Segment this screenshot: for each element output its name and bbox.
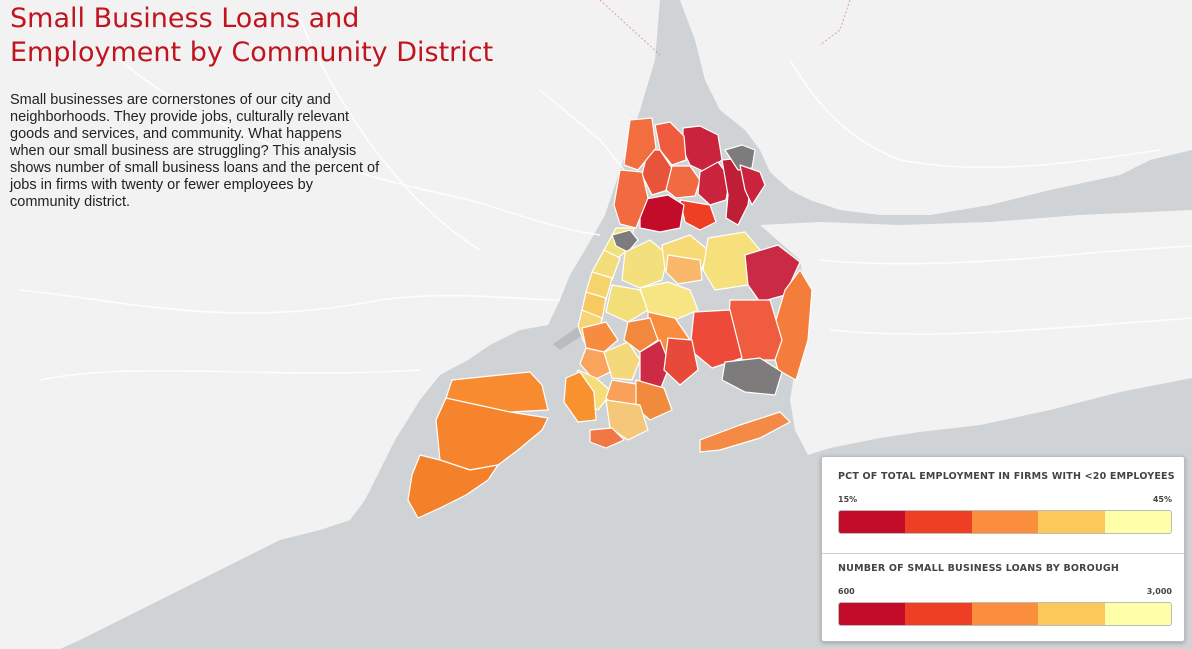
loans-legend: NUMBER OF SMALL BUSINESS LOANS BY BOROUG… xyxy=(838,563,1172,626)
loans-color-scale xyxy=(838,602,1172,626)
color-swatch xyxy=(839,511,906,533)
community-district[interactable] xyxy=(613,169,649,229)
map-label-lines xyxy=(599,0,851,56)
community-district[interactable] xyxy=(603,341,641,381)
community-district[interactable] xyxy=(679,199,717,231)
community-district[interactable] xyxy=(407,454,499,519)
employment-legend-title: PCT OF TOTAL EMPLOYMENT IN FIRMS WITH <2… xyxy=(838,471,1175,482)
community-district[interactable] xyxy=(663,337,699,386)
page-title: Small Business Loans and Employment by C… xyxy=(10,3,494,68)
loans-legend-min: 600 xyxy=(838,587,855,596)
legend-panel: PCT OF TOTAL EMPLOYMENT IN FIRMS WITH <2… xyxy=(821,456,1185,642)
community-district[interactable] xyxy=(665,165,701,199)
community-district[interactable] xyxy=(724,144,756,171)
community-district[interactable] xyxy=(635,379,673,421)
community-district[interactable] xyxy=(639,339,671,391)
community-district[interactable] xyxy=(739,164,766,206)
employment-legend: PCT OF TOTAL EMPLOYMENT IN FIRMS WITH <2… xyxy=(838,471,1175,534)
community-district[interactable] xyxy=(699,411,791,453)
community-district[interactable] xyxy=(579,347,611,381)
community-districts xyxy=(407,117,813,519)
community-district[interactable] xyxy=(435,397,549,471)
community-district[interactable] xyxy=(605,284,649,323)
employment-legend-min: 15% xyxy=(838,495,858,504)
community-district[interactable] xyxy=(721,357,783,396)
intro-text: Small businesses are cornerstones of our… xyxy=(10,92,380,210)
color-swatch xyxy=(1104,511,1171,533)
loans-legend-max: 3,000 xyxy=(1146,587,1172,596)
legend-divider xyxy=(822,553,1184,554)
community-district[interactable] xyxy=(581,321,619,353)
color-swatch xyxy=(905,511,972,533)
color-swatch xyxy=(1104,603,1171,625)
employment-color-scale xyxy=(838,510,1172,534)
color-swatch xyxy=(971,603,1039,625)
community-district[interactable] xyxy=(665,254,703,285)
community-district[interactable] xyxy=(563,371,597,423)
community-district[interactable] xyxy=(605,399,649,441)
color-swatch xyxy=(905,603,972,625)
color-swatch xyxy=(839,603,906,625)
color-swatch xyxy=(971,511,1039,533)
community-district[interactable] xyxy=(639,194,685,233)
road-lines xyxy=(19,19,1192,381)
loans-legend-title: NUMBER OF SMALL BUSINESS LOANS BY BOROUG… xyxy=(838,563,1120,574)
community-district[interactable] xyxy=(621,239,669,289)
community-district[interactable] xyxy=(623,117,657,171)
color-swatch xyxy=(1038,511,1105,533)
new-jersey-land xyxy=(0,0,660,649)
employment-legend-max: 45% xyxy=(1152,495,1172,504)
community-district[interactable] xyxy=(697,161,731,206)
color-swatch xyxy=(1038,603,1105,625)
pier-strip xyxy=(553,326,586,350)
community-district[interactable] xyxy=(589,427,625,449)
community-district[interactable] xyxy=(611,229,639,253)
